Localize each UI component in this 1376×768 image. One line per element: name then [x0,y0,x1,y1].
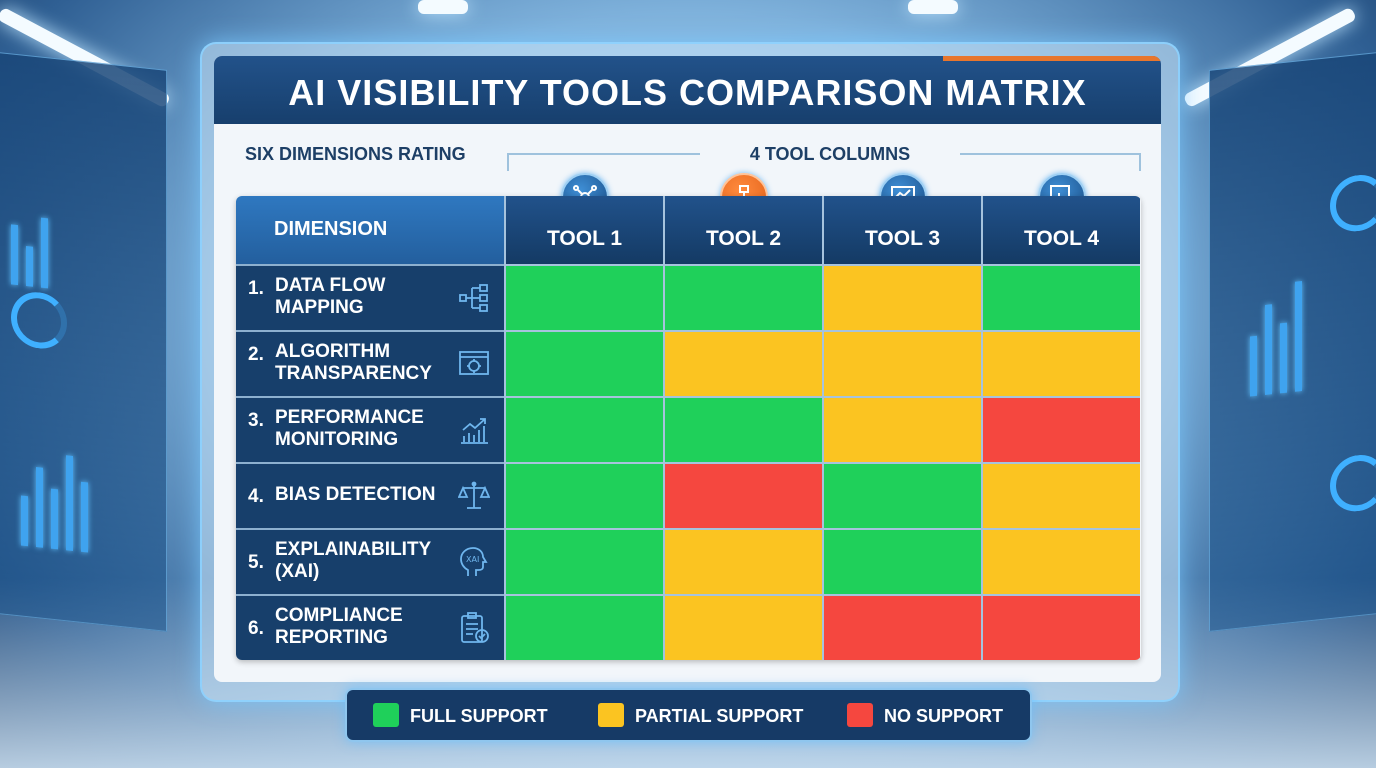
clipboard-check-icon [461,612,489,643]
rating-cell-row3-tool3-partial [822,396,981,462]
rating-cell-row3-tool1-full [504,396,663,462]
comparison-table: DIMENSION TOOL 1 TOOL 2 TOOL 3 TOOL 4 1.… [236,196,1141,660]
rating-cell-row4-tool2-none [663,462,822,528]
tool-4-header: TOOL 4 [981,196,1140,264]
ceiling-light [908,0,958,14]
rating-cell-row6-tool3-none [822,594,981,660]
rating-cell-row2-tool2-partial [663,330,822,396]
background-dashboard-right [1209,50,1376,632]
rating-cell-row6-tool2-partial [663,594,822,660]
tool-2-header: TOOL 2 [663,196,822,264]
legend-label: NO SUPPORT [884,706,1004,726]
rating-cell-row3-tool4-none [981,396,1140,462]
ceiling-light [418,0,468,14]
row-number: 2. [248,344,264,365]
dimension-row-2: 2. ALGORITHM TRANSPARENCY [236,330,504,396]
dimension-header: DIMENSION [236,196,504,264]
rating-cell-row2-tool4-partial [981,330,1140,396]
row-number: 5. [248,552,264,573]
xai-head-icon: XAI [460,547,488,576]
background-dashboard-left [0,50,167,632]
chart-title: AI VISIBILITY TOOLS COMPARISON MATRIX [288,72,1087,113]
legend-label: FULL SUPPORT [410,706,548,726]
dimension-row-4: 4. BIAS DETECTION [236,462,504,528]
row-label: DATA FLOW MAPPING [275,275,386,318]
row-label: EXPLAINABILITY (XAI) [275,539,432,582]
rating-cell-row5-tool4-partial [981,528,1140,594]
algorithm-icon [459,351,489,375]
row-number: 3. [248,410,264,431]
subtitle-right: 4 TOOL COLUMNS [700,144,960,165]
dimension-row-6: 6. COMPLIANCE REPORTING [236,594,504,660]
title-bar: AI VISIBILITY TOOLS COMPARISON MATRIX [214,56,1161,124]
tool-4-label: TOOL 4 [1023,227,1100,250]
subtitle-left: SIX DIMENSIONS RATING [245,144,466,164]
tool-3-header: TOOL 3 [822,196,981,264]
rating-cell-row6-tool4-none [981,594,1140,660]
row-label: PERFORMANCE MONITORING [275,407,424,450]
svg-text:XAI: XAI [466,555,479,564]
scales-icon [458,481,490,509]
rating-cell-row1-tool2-full [663,264,822,330]
performance-chart-icon [461,418,488,444]
row-number: 1. [248,278,264,299]
dimension-row-5: 5. EXPLAINABILITY (XAI) XAI [236,528,504,594]
dimension-row-3: 3. PERFORMANCE MONITORING [236,396,504,462]
rating-cell-row5-tool2-partial [663,528,822,594]
legend: FULL SUPPORT PARTIAL SUPPORT NO SUPPORT [345,688,1032,742]
rating-cell-row1-tool3-partial [822,264,981,330]
rating-cell-row1-tool4-full [981,264,1140,330]
rating-cell-row1-tool1-full [504,264,663,330]
data-flow-icon [459,284,488,312]
row-label: COMPLIANCE REPORTING [275,605,403,648]
row-label: BIAS DETECTION [275,484,436,505]
rating-cell-row5-tool1-full [504,528,663,594]
bracket-tick [507,153,509,171]
legend-swatch-full [373,703,399,727]
rating-cell-row2-tool3-partial [822,330,981,396]
tool-3-label: TOOL 3 [864,227,941,250]
tool-1-header: TOOL 1 [504,196,663,264]
rating-cell-row5-tool3-full [822,528,981,594]
row-number: 4. [248,486,264,507]
row-label: ALGORITHM TRANSPARENCY [275,341,432,384]
rating-cell-row3-tool2-full [663,396,822,462]
legend-label: PARTIAL SUPPORT [635,706,804,726]
dimension-row-1: 1. DATA FLOW MAPPING [236,264,504,330]
legend-swatch-partial [598,703,624,727]
dimension-header-label: DIMENSION [274,218,388,240]
rating-cell-row4-tool4-partial [981,462,1140,528]
bracket-tick [1139,153,1141,171]
rating-cell-row6-tool1-full [504,594,663,660]
tool-2-label: TOOL 2 [705,227,782,250]
rating-cell-row4-tool1-full [504,462,663,528]
tool-1-label: TOOL 1 [546,227,623,250]
row-number: 6. [248,618,264,639]
rating-cell-row4-tool3-full [822,462,981,528]
legend-swatch-none [847,703,873,727]
rating-cell-row2-tool1-full [504,330,663,396]
